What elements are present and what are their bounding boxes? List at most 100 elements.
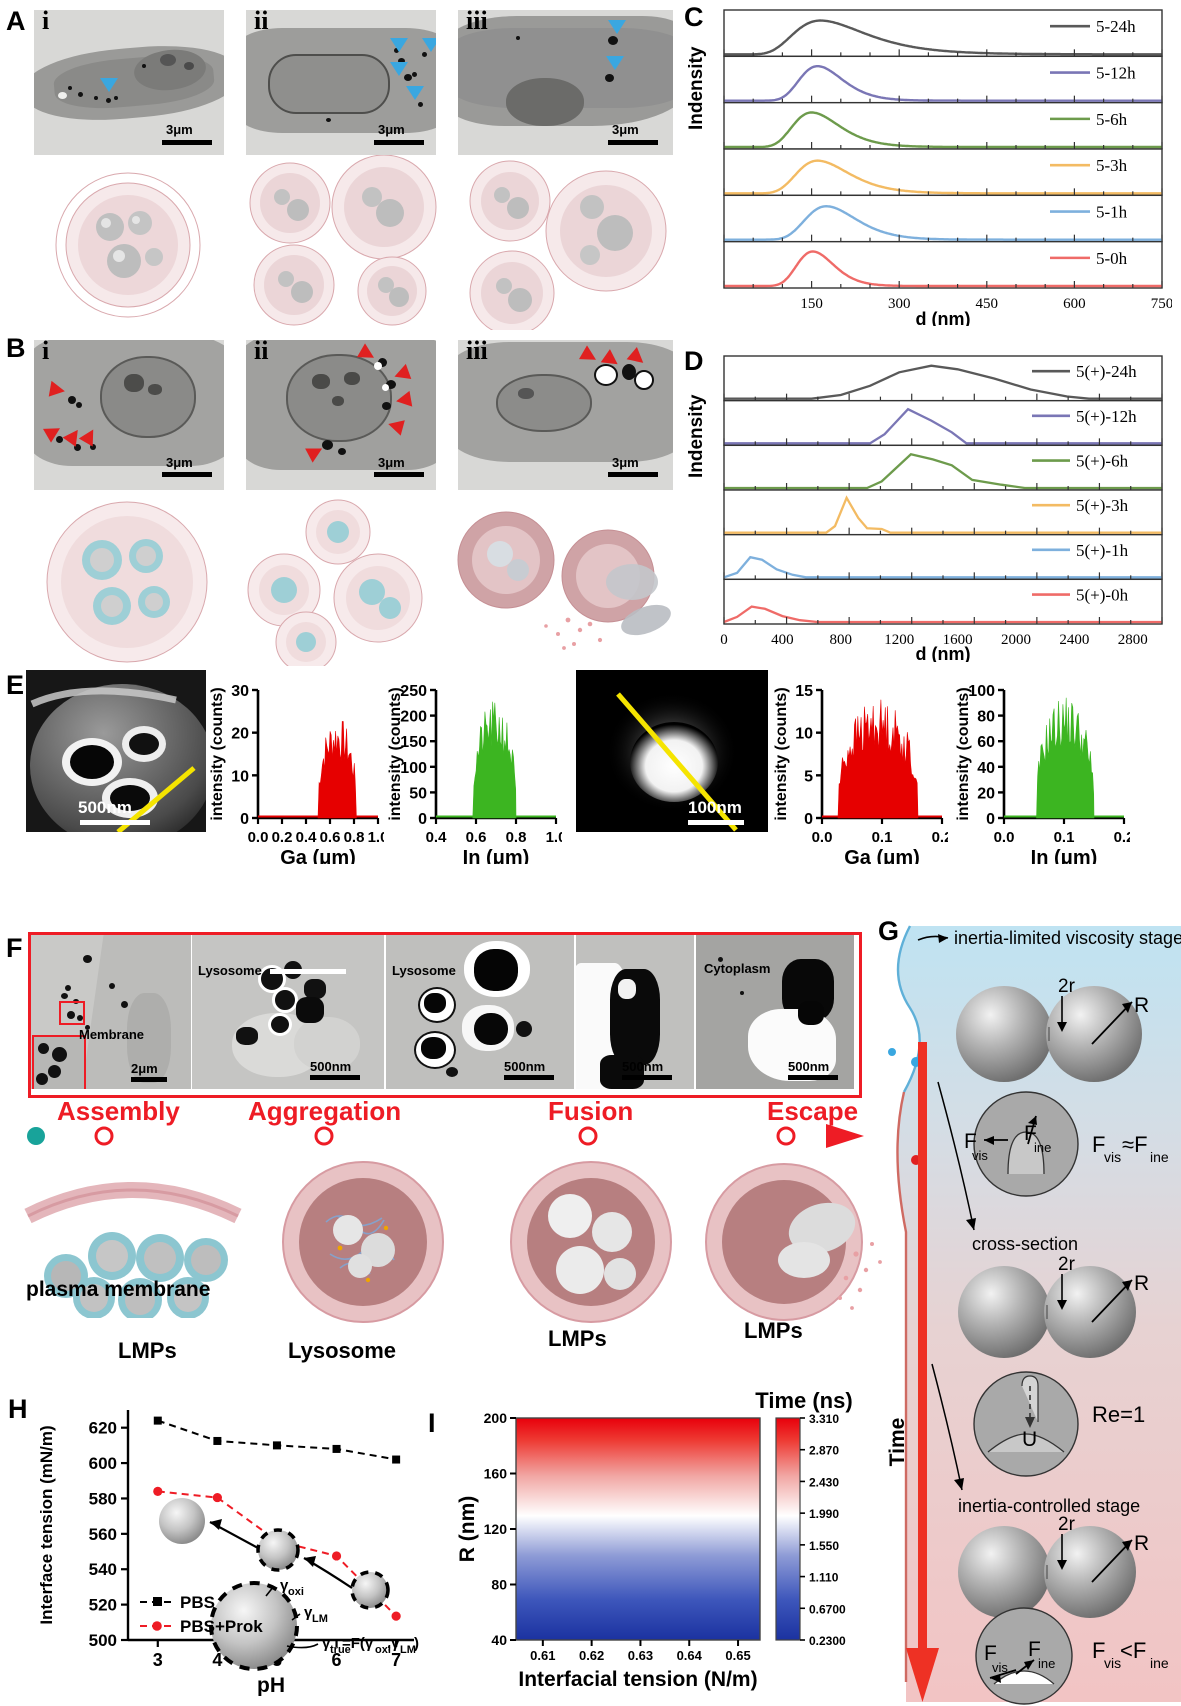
stage-label-assembly: Assembly bbox=[57, 1096, 180, 1126]
chart-h: 50052054056058060062034567pHInterface te… bbox=[37, 1410, 419, 1696]
chart-d-ylabel: Indensity bbox=[686, 394, 707, 478]
svg-text:5(+)-0h: 5(+)-0h bbox=[1076, 586, 1129, 605]
svg-text:0.6: 0.6 bbox=[320, 829, 341, 846]
svg-text:F: F bbox=[984, 1642, 997, 1665]
scalebar-label: 3μm bbox=[166, 122, 193, 137]
svg-text:0.8: 0.8 bbox=[344, 829, 365, 846]
svg-text:γ: γ bbox=[280, 1577, 289, 1594]
svg-text:3.310: 3.310 bbox=[809, 1412, 839, 1426]
f-label-membrane: Membrane bbox=[79, 1027, 145, 1042]
svg-text:0.6: 0.6 bbox=[466, 829, 487, 846]
svg-text:ine: ine bbox=[1150, 1149, 1169, 1165]
panel-label-D: D bbox=[684, 346, 704, 376]
svg-text:0: 0 bbox=[720, 632, 728, 648]
panel-label-B: B bbox=[6, 333, 26, 363]
chart-e4: 0 20 40 60 80 100 0.0 0.1 0.2 In (μm) intensity (c… bbox=[955, 683, 1130, 864]
svg-text:In (μm): In (μm) bbox=[463, 847, 530, 864]
tem-image-a-iii: 3μm bbox=[458, 10, 673, 155]
chart-d: 5(+)-24h 5(+)-12h 5(+)-6h 5(+)-3h 5(+)-1h 5(+… bbox=[720, 355, 1163, 662]
svg-text:1200: 1200 bbox=[884, 632, 914, 648]
svg-text:5-6h: 5-6h bbox=[1096, 110, 1128, 129]
svg-text:R (nm): R (nm) bbox=[456, 1496, 479, 1563]
tem-image-a-i: 3μm bbox=[34, 10, 224, 155]
tem-image-f-5: Cytoplasm 500nm bbox=[696, 935, 854, 1089]
svg-text:intensity (counts): intensity (counts) bbox=[209, 687, 226, 820]
svg-text:750: 750 bbox=[1151, 296, 1172, 312]
chart-e2: 0 50 100 150 200 250 0.4 0.6 0.8 1.0 In (μm) intens… bbox=[387, 683, 562, 864]
svg-text:0: 0 bbox=[240, 811, 249, 828]
svg-text:0.61: 0.61 bbox=[530, 1648, 555, 1663]
svg-text:5(+)-24h: 5(+)-24h bbox=[1076, 362, 1137, 381]
fluorescence-image-e-right: 100nm bbox=[576, 670, 768, 832]
svg-text:d (nm): d (nm) bbox=[916, 309, 971, 326]
svg-text:0: 0 bbox=[804, 811, 813, 828]
svg-text:γ: γ bbox=[304, 1604, 313, 1621]
svg-text:0.1: 0.1 bbox=[872, 829, 893, 846]
svg-text:2r: 2r bbox=[1058, 976, 1076, 997]
process-timeline-arrow bbox=[27, 1124, 864, 1148]
label-plasma-membrane: plasma membrane bbox=[26, 1278, 211, 1301]
svg-text:0.64: 0.64 bbox=[677, 1648, 703, 1663]
svg-text:0.2: 0.2 bbox=[1114, 829, 1130, 846]
svg-text:F: F bbox=[964, 1130, 977, 1153]
stage-label-aggregation: Aggregation bbox=[248, 1096, 402, 1126]
chart-c-ylabel: Indensity bbox=[686, 46, 707, 130]
svg-text:80: 80 bbox=[491, 1577, 507, 1593]
svg-text:5-1h: 5-1h bbox=[1096, 203, 1128, 222]
subpanel-label-b-i: i bbox=[42, 336, 50, 365]
svg-text:F: F bbox=[1024, 1122, 1037, 1145]
stage-label-fusion: Fusion bbox=[548, 1096, 634, 1126]
svg-text:5(+)-12h: 5(+)-12h bbox=[1076, 407, 1137, 426]
svg-text:2r: 2r bbox=[1058, 1254, 1076, 1275]
svg-text:1.0: 1.0 bbox=[368, 829, 384, 846]
svg-text:R: R bbox=[1134, 994, 1149, 1017]
fusion-illustration bbox=[510, 1161, 672, 1323]
svg-text:100: 100 bbox=[400, 760, 427, 777]
chart-e3: 0 5 10 15 0.0 0.1 0.2 Ga (μm) intensity (counts) bbox=[773, 683, 948, 864]
svg-text:0.65: 0.65 bbox=[725, 1648, 750, 1663]
svg-text:0.8: 0.8 bbox=[506, 829, 527, 846]
subpanel-label-a-i: i bbox=[42, 6, 50, 35]
svg-text:500: 500 bbox=[89, 1631, 117, 1650]
svg-text:5(+)-3h: 5(+)-3h bbox=[1076, 496, 1129, 515]
f-label-lysosome-2: Lysosome bbox=[392, 963, 456, 978]
f-label-cytoplasm: Cytoplasm bbox=[704, 961, 771, 976]
svg-text:F: F bbox=[1092, 1638, 1105, 1663]
scalebar-label: 500nm bbox=[78, 798, 132, 817]
svg-text:6: 6 bbox=[332, 1650, 342, 1670]
svg-text:80: 80 bbox=[977, 709, 995, 726]
svg-text:7: 7 bbox=[391, 1650, 401, 1670]
svg-text:Time: Time bbox=[886, 1418, 909, 1467]
panel-label-A: A bbox=[6, 6, 26, 36]
chart-e1: 0 10 20 30 0.00.20.40.60.81.0 Ga (μm) intensit… bbox=[209, 683, 384, 864]
svg-text:160: 160 bbox=[484, 1466, 508, 1482]
panel-label-E: E bbox=[6, 670, 25, 700]
svg-text:Re=1: Re=1 bbox=[1092, 1402, 1145, 1427]
svg-text:10: 10 bbox=[231, 768, 249, 785]
svg-text:60: 60 bbox=[977, 734, 995, 751]
svg-text:Interfacial tension (N/m): Interfacial tension (N/m) bbox=[518, 1668, 757, 1691]
tem-image-b-ii: 3μm bbox=[246, 340, 436, 490]
liposome-illustration-b-ii bbox=[247, 499, 423, 666]
svg-text:intensity (counts): intensity (counts) bbox=[773, 687, 790, 820]
svg-text:PBS+Prok: PBS+Prok bbox=[180, 1617, 263, 1636]
svg-text:): ) bbox=[414, 1635, 419, 1652]
svg-text:U: U bbox=[1022, 1428, 1037, 1451]
svg-text:250: 250 bbox=[400, 683, 427, 700]
panel-f-image-strip bbox=[28, 932, 862, 1098]
svg-text:inertia-controlled stage: inertia-controlled stage bbox=[958, 1496, 1140, 1516]
svg-text:2r: 2r bbox=[1058, 1514, 1076, 1535]
svg-text:100: 100 bbox=[968, 683, 995, 700]
panel-label-C: C bbox=[684, 2, 704, 32]
svg-text:2.870: 2.870 bbox=[809, 1444, 839, 1458]
panel-label-F: F bbox=[6, 933, 23, 963]
svg-text:d (nm): d (nm) bbox=[916, 644, 971, 662]
svg-text:20: 20 bbox=[977, 785, 995, 802]
svg-text:0.2: 0.2 bbox=[272, 829, 293, 846]
svg-text:vis: vis bbox=[972, 1148, 988, 1163]
label-lmps-2: LMPs bbox=[548, 1326, 607, 1351]
svg-text:<F: <F bbox=[1120, 1638, 1146, 1663]
svg-text:300: 300 bbox=[888, 296, 911, 312]
svg-text:vis: vis bbox=[1104, 1149, 1121, 1165]
svg-text:150: 150 bbox=[400, 734, 427, 751]
